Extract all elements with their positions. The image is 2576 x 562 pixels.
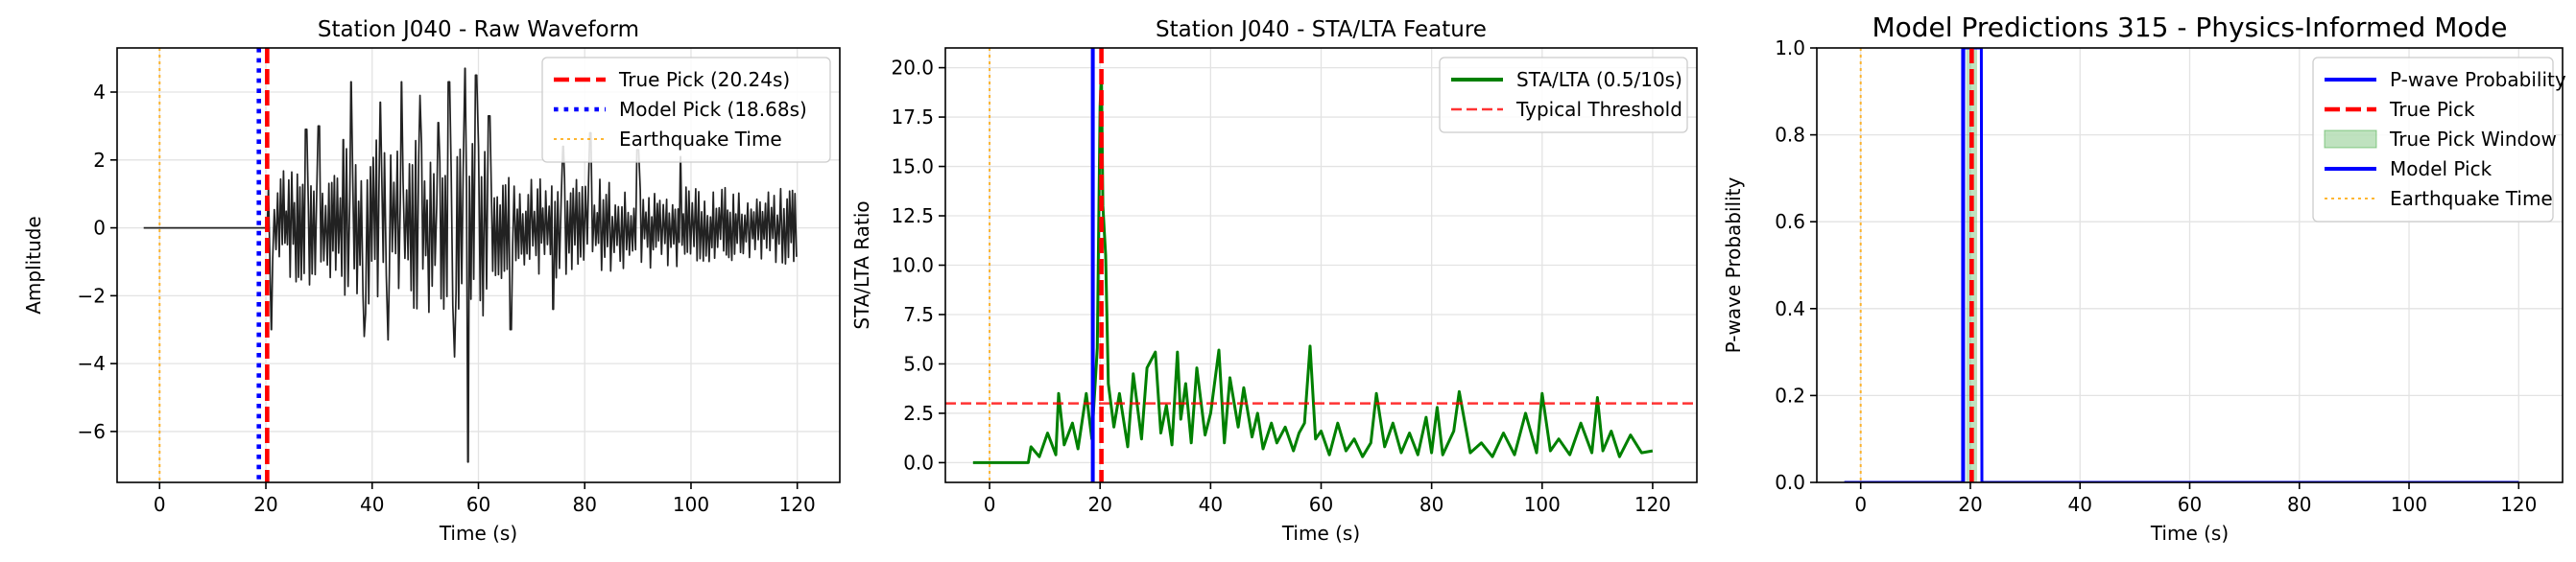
legend-label: True Pick (20.24s) bbox=[618, 68, 790, 91]
chart-title: Station J040 - Raw Waveform bbox=[318, 17, 639, 42]
x-tick-label: 100 bbox=[1524, 493, 1561, 516]
y-tick-label: 0 bbox=[93, 217, 106, 240]
x-tick-label: 80 bbox=[1419, 493, 1443, 516]
y-tick-label: 0.0 bbox=[1775, 471, 1805, 494]
chart-title: Station J040 - STA/LTA Feature bbox=[1156, 17, 1487, 42]
legend-label: Model Pick bbox=[2390, 157, 2493, 180]
x-tick-label: 0 bbox=[984, 493, 996, 516]
y-axis-label: P-wave Probability bbox=[1722, 177, 1745, 354]
legend-label: Earthquake Time bbox=[619, 128, 782, 151]
plot-area bbox=[1844, 48, 2519, 482]
y-axis-label: STA/LTA Ratio bbox=[850, 200, 873, 329]
x-tick-label: 20 bbox=[1087, 493, 1111, 516]
y-tick-label: −2 bbox=[78, 284, 106, 307]
x-tick-label: 0 bbox=[1854, 493, 1867, 516]
y-tick-label: 17.5 bbox=[891, 105, 934, 129]
y-tick-label: 0.6 bbox=[1775, 210, 1805, 233]
plot-area bbox=[143, 48, 798, 482]
x-tick-label: 100 bbox=[2391, 493, 2427, 516]
y-tick-label: 20.0 bbox=[891, 57, 934, 80]
legend-label: Earthquake Time bbox=[2390, 187, 2553, 210]
y-tick-label: 0.4 bbox=[1775, 297, 1805, 320]
y-tick-label: 12.5 bbox=[891, 204, 934, 227]
x-axis-label: Time (s) bbox=[439, 522, 517, 545]
chart-panel-1: 0 20 40 60 80 100 120 −6 −4 −2 0 2 4 Station J040 - R… bbox=[22, 17, 841, 545]
legend-label: P-wave Probability bbox=[2390, 68, 2566, 91]
y-tick-label: 2 bbox=[93, 149, 106, 172]
legend: STA/LTA (0.5/10s) Typical Threshold bbox=[1439, 57, 1688, 133]
y-tick-label: 1.0 bbox=[1775, 36, 1805, 59]
y-tick-label: 15.0 bbox=[891, 155, 934, 178]
chart-panel-3: 0 20 40 60 80 100 120 0.0 0.2 0.4 0.6 0.8 1.0 Model P… bbox=[1722, 12, 2566, 545]
y-tick-label: 7.5 bbox=[903, 303, 934, 326]
x-tick-label: 120 bbox=[1634, 493, 1671, 516]
x-axis-label: Time (s) bbox=[1281, 522, 1360, 545]
legend-box bbox=[1439, 57, 1688, 133]
x-tick-label: 100 bbox=[673, 493, 709, 516]
y-tick-label: 10.0 bbox=[891, 254, 934, 277]
y-tick-label: −6 bbox=[78, 420, 106, 443]
y-tick-label: −4 bbox=[78, 352, 106, 375]
x-tick-label: 0 bbox=[154, 493, 166, 516]
x-axis-label: Time (s) bbox=[2150, 522, 2229, 545]
x-tick-label: 20 bbox=[253, 493, 277, 516]
x-tick-label: 40 bbox=[1199, 493, 1223, 516]
y-tick-label: 0.8 bbox=[1775, 124, 1805, 147]
legend-swatch bbox=[2324, 129, 2377, 149]
legend-label: Typical Threshold bbox=[1515, 98, 1682, 121]
chart-title: Model Predictions 315 - Physics-Informed… bbox=[1872, 12, 2507, 43]
y-tick-label: 4 bbox=[93, 81, 106, 104]
y-tick-label: 5.0 bbox=[903, 352, 934, 375]
y-axis-label: Amplitude bbox=[22, 216, 45, 315]
y-tick-label: 0.2 bbox=[1775, 384, 1805, 407]
x-tick-label: 40 bbox=[2068, 493, 2092, 516]
legend-box bbox=[2312, 57, 2554, 222]
chart-panel-2: 0 20 40 60 80 100 120 0.0 2.5 5.0 7.5 10.0 12.5 15.0 1… bbox=[850, 17, 1698, 545]
legend-label: True Pick Window bbox=[2389, 128, 2557, 151]
x-tick-label: 40 bbox=[360, 493, 384, 516]
x-tick-label: 120 bbox=[2500, 493, 2537, 516]
legend: True Pick (20.24s) Model Pick (18.68s) Ear… bbox=[541, 57, 831, 163]
x-tick-label: 60 bbox=[466, 493, 490, 516]
legend-label: STA/LTA (0.5/10s) bbox=[1516, 68, 1682, 91]
legend-label: Model Pick (18.68s) bbox=[619, 98, 807, 121]
legend: P-wave Probability True Pick True Pick Win… bbox=[2312, 57, 2566, 222]
legend-box bbox=[541, 57, 831, 163]
x-tick-label: 20 bbox=[1958, 493, 1982, 516]
x-tick-label: 80 bbox=[2287, 493, 2311, 516]
y-tick-label: 0.0 bbox=[903, 451, 934, 474]
y-tick-label: 2.5 bbox=[903, 402, 934, 425]
x-tick-label: 60 bbox=[1309, 493, 1333, 516]
x-tick-label: 60 bbox=[2178, 493, 2202, 516]
legend-label: True Pick bbox=[2389, 98, 2475, 121]
plot-area bbox=[945, 48, 1697, 482]
x-tick-label: 120 bbox=[779, 493, 816, 516]
waveform-line bbox=[143, 67, 798, 463]
x-tick-label: 80 bbox=[573, 493, 597, 516]
